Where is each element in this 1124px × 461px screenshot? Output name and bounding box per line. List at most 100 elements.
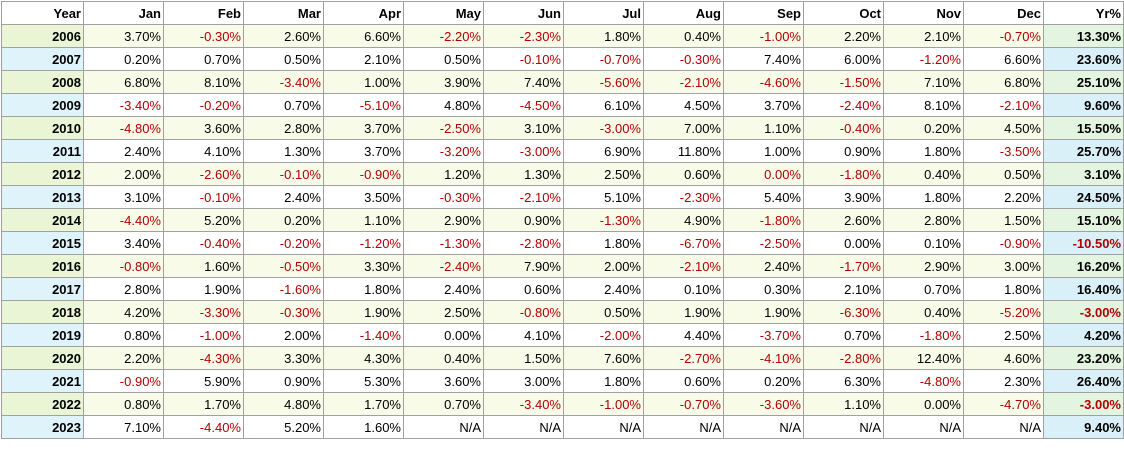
month-cell-jun: 0.90% (483, 208, 564, 232)
month-cell-may: 1.20% (403, 162, 484, 186)
header-apr: Apr (323, 1, 404, 25)
header-aug: Aug (643, 1, 724, 25)
header-nov: Nov (883, 1, 964, 25)
month-cell-apr: -1.20% (323, 231, 404, 255)
month-cell-dec: 6.60% (963, 47, 1044, 71)
year-cell: 2007 (1, 47, 84, 71)
month-cell-apr: 1.70% (323, 392, 404, 416)
month-cell-feb: 5.20% (163, 208, 244, 232)
month-cell-aug: 7.00% (643, 116, 724, 140)
table-row: 2022 0.80% 1.70% 4.80% 1.70% 0.70% -3.40% -1.00… (1, 392, 1124, 416)
month-cell-jun: 0.60% (483, 277, 564, 301)
month-cell-sep: -3.60% (723, 392, 804, 416)
month-cell-nov: -1.20% (883, 47, 964, 71)
month-cell-oct: -2.80% (803, 346, 884, 370)
yearly-total-cell: 26.40% (1043, 369, 1124, 393)
month-cell-nov: 2.10% (883, 24, 964, 48)
month-cell-may: 0.40% (403, 346, 484, 370)
table-row: 2014 -4.40% 5.20% 0.20% 1.10% 2.90% 0.90% -1.30… (1, 208, 1124, 232)
month-cell-aug: 0.40% (643, 24, 724, 48)
month-cell-may: 2.50% (403, 300, 484, 324)
month-cell-dec: 4.50% (963, 116, 1044, 140)
month-cell-mar: 3.30% (243, 346, 324, 370)
month-cell-may: 0.00% (403, 323, 484, 347)
month-cell-sep: 3.70% (723, 93, 804, 117)
month-cell-jul: 6.10% (563, 93, 644, 117)
header-oct: Oct (803, 1, 884, 25)
year-cell: 2021 (1, 369, 84, 393)
month-cell-feb: 3.60% (163, 116, 244, 140)
month-cell-mar: 0.20% (243, 208, 324, 232)
month-cell-aug: 0.60% (643, 162, 724, 186)
yearly-total-cell: 23.20% (1043, 346, 1124, 370)
month-cell-jun: N/A (483, 415, 564, 439)
month-cell-aug: 4.90% (643, 208, 724, 232)
month-cell-jul: -0.70% (563, 47, 644, 71)
month-cell-jun: -3.40% (483, 392, 564, 416)
month-cell-may: 0.70% (403, 392, 484, 416)
month-cell-jun: -0.80% (483, 300, 564, 324)
yearly-total-cell: 3.10% (1043, 162, 1124, 186)
month-cell-mar: -0.20% (243, 231, 324, 255)
month-cell-oct: 1.10% (803, 392, 884, 416)
month-cell-sep: N/A (723, 415, 804, 439)
month-cell-dec: 0.50% (963, 162, 1044, 186)
table-header: Year Jan Feb Mar Apr May Jun Jul Aug Sep… (1, 1, 1124, 25)
month-cell-feb: -3.30% (163, 300, 244, 324)
month-cell-sep: 2.40% (723, 254, 804, 278)
header-jan: Jan (83, 1, 164, 25)
month-cell-mar: -1.60% (243, 277, 324, 301)
table-row: 2020 2.20% -4.30% 3.30% 4.30% 0.40% 1.50% 7.60%… (1, 346, 1124, 370)
month-cell-mar: -3.40% (243, 70, 324, 94)
yearly-total-cell: -3.00% (1043, 392, 1124, 416)
table-row: 2018 4.20% -3.30% -0.30% 1.90% 2.50% -0.80% 0.5… (1, 300, 1124, 324)
month-cell-jan: 3.10% (83, 185, 164, 209)
month-cell-dec: -5.20% (963, 300, 1044, 324)
month-cell-apr: 5.30% (323, 369, 404, 393)
month-cell-dec: 4.60% (963, 346, 1044, 370)
month-cell-aug: N/A (643, 415, 724, 439)
year-cell: 2023 (1, 415, 84, 439)
yearly-total-cell: 15.50% (1043, 116, 1124, 140)
month-cell-jan: 2.00% (83, 162, 164, 186)
month-cell-nov: 1.80% (883, 139, 964, 163)
month-cell-oct: 2.20% (803, 24, 884, 48)
month-cell-jul: -1.00% (563, 392, 644, 416)
month-cell-oct: 2.60% (803, 208, 884, 232)
month-cell-apr: 3.50% (323, 185, 404, 209)
month-cell-oct: -1.80% (803, 162, 884, 186)
month-cell-may: -2.40% (403, 254, 484, 278)
yearly-total-cell: 16.20% (1043, 254, 1124, 278)
month-cell-mar: 2.60% (243, 24, 324, 48)
month-cell-aug: -2.70% (643, 346, 724, 370)
header-jun: Jun (483, 1, 564, 25)
month-cell-oct: -0.40% (803, 116, 884, 140)
month-cell-dec: -0.70% (963, 24, 1044, 48)
month-cell-may: 3.60% (403, 369, 484, 393)
year-cell: 2020 (1, 346, 84, 370)
month-cell-feb: -0.30% (163, 24, 244, 48)
month-cell-may: -2.20% (403, 24, 484, 48)
year-cell: 2016 (1, 254, 84, 278)
month-cell-apr: 3.30% (323, 254, 404, 278)
month-cell-sep: -3.70% (723, 323, 804, 347)
table-row: 2019 0.80% -1.00% 2.00% -1.40% 0.00% 4.10% -2.0… (1, 323, 1124, 347)
month-cell-nov: 0.40% (883, 162, 964, 186)
month-cell-sep: -4.10% (723, 346, 804, 370)
month-cell-oct: -6.30% (803, 300, 884, 324)
month-cell-jun: 1.30% (483, 162, 564, 186)
month-cell-dec: -4.70% (963, 392, 1044, 416)
year-cell: 2018 (1, 300, 84, 324)
table-row: 2011 2.40% 4.10% 1.30% 3.70% -3.20% -3.00% 6.90… (1, 139, 1124, 163)
month-cell-jun: 7.90% (483, 254, 564, 278)
month-cell-feb: -0.40% (163, 231, 244, 255)
year-cell: 2012 (1, 162, 84, 186)
month-cell-nov: 12.40% (883, 346, 964, 370)
month-cell-oct: 6.00% (803, 47, 884, 71)
month-cell-jul: 0.50% (563, 300, 644, 324)
header-mar: Mar (243, 1, 324, 25)
month-cell-jul: 6.90% (563, 139, 644, 163)
month-cell-dec: -0.90% (963, 231, 1044, 255)
month-cell-mar: -0.10% (243, 162, 324, 186)
month-cell-feb: -4.30% (163, 346, 244, 370)
